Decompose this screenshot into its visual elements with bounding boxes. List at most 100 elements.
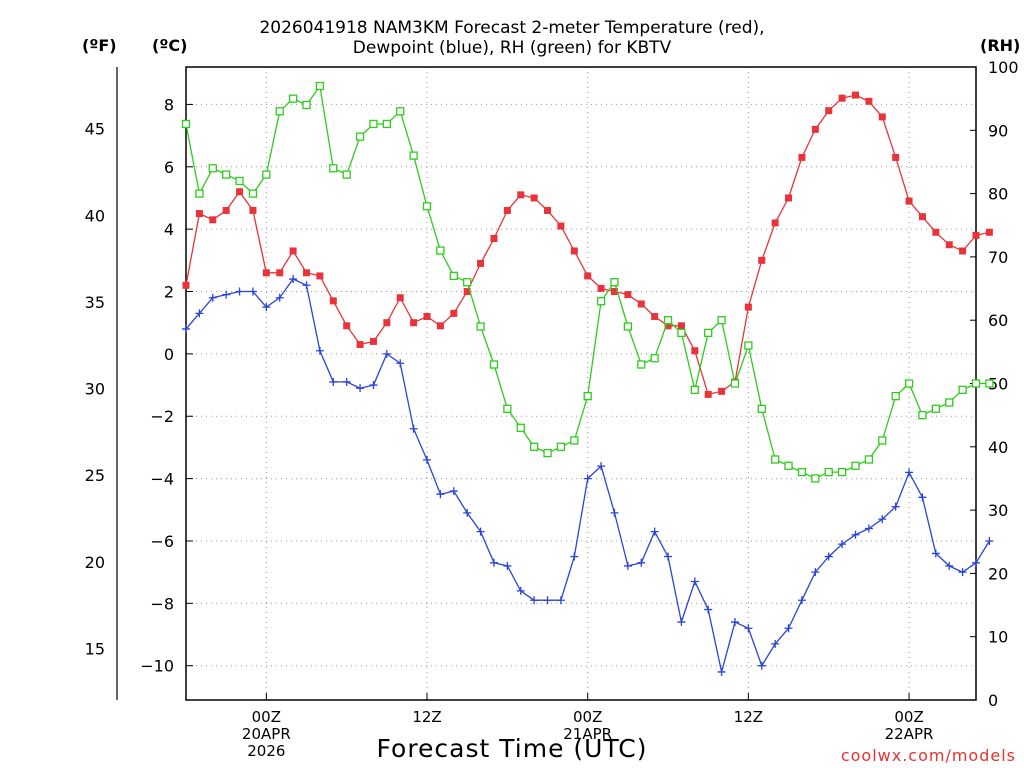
celsius-tick-label: −2 bbox=[150, 407, 174, 426]
rh-point bbox=[864, 455, 874, 464]
dewpoint-point bbox=[730, 618, 739, 627]
dewpoint-point bbox=[543, 596, 552, 605]
dewpoint-point bbox=[489, 558, 498, 567]
rh-point bbox=[690, 385, 699, 394]
fahrenheit-tick-label: 35 bbox=[85, 293, 105, 312]
temperature-point bbox=[945, 241, 953, 249]
dewpoint-point bbox=[610, 508, 619, 517]
temperature-point bbox=[584, 272, 592, 280]
temperature-point bbox=[932, 228, 940, 236]
rh-point bbox=[302, 100, 311, 110]
rh-point bbox=[971, 379, 981, 388]
celsius-tick-label: 8 bbox=[164, 95, 174, 114]
dewpoint-point bbox=[329, 377, 338, 386]
x-axis-title: Forecast Time (UTC) bbox=[376, 734, 648, 763]
dewpoint-point bbox=[784, 624, 793, 633]
dewpoint-point bbox=[530, 596, 539, 605]
temperature-point bbox=[303, 269, 311, 277]
temperature-point bbox=[450, 309, 458, 317]
fahrenheit-tick-label: 45 bbox=[85, 120, 105, 139]
rh-tick-label: 30 bbox=[988, 501, 1008, 520]
dewpoint-point bbox=[436, 490, 445, 499]
dewpoint-point bbox=[342, 377, 351, 386]
temperature-point bbox=[878, 113, 886, 121]
rh-point bbox=[543, 448, 552, 458]
temperature-point bbox=[677, 322, 685, 330]
dewpoint-point bbox=[690, 577, 699, 586]
rh-point bbox=[396, 107, 405, 116]
temperature-point bbox=[369, 337, 377, 345]
celsius-tick-label: −10 bbox=[140, 657, 174, 676]
x-tick-label: 2026 bbox=[247, 742, 285, 760]
temperature-point bbox=[329, 297, 337, 305]
rh-point bbox=[596, 297, 606, 306]
celsius-tick-label: 2 bbox=[164, 283, 174, 302]
dewpoint-point bbox=[664, 552, 673, 561]
temperature-point bbox=[985, 228, 993, 236]
dewpoint-point bbox=[222, 290, 231, 299]
rh-point bbox=[382, 119, 391, 129]
temperature-point bbox=[758, 256, 766, 264]
temperature-point bbox=[517, 191, 525, 199]
dewpoint-point bbox=[315, 346, 324, 355]
rh-point bbox=[958, 385, 967, 394]
x-tick-label: 12Z bbox=[734, 708, 763, 726]
dewpoint-point bbox=[972, 558, 980, 567]
x-tick-label: 00Z bbox=[894, 708, 923, 726]
rh-point bbox=[824, 467, 833, 477]
rh-point bbox=[355, 132, 365, 141]
rh-tick-label: 40 bbox=[988, 438, 1008, 457]
temperature-point bbox=[610, 288, 618, 296]
chart-title-line-1: 2026041918 NAM3KM Forecast 2-meter Tempe… bbox=[259, 18, 765, 38]
rh-point bbox=[262, 170, 271, 179]
rh-tick-label: 80 bbox=[988, 185, 1008, 204]
dewpoint-point bbox=[369, 381, 378, 390]
celsius-tick-label: −8 bbox=[150, 594, 174, 613]
dewpoint-point bbox=[195, 309, 204, 318]
temperature-point bbox=[249, 206, 257, 214]
x-tick-label: 21APR bbox=[563, 725, 612, 743]
dewpoint-point bbox=[503, 561, 512, 570]
temperature-point bbox=[222, 206, 230, 214]
temperature-point bbox=[436, 322, 444, 330]
celsius-tick-label: 4 bbox=[164, 220, 174, 239]
rh-point bbox=[784, 461, 793, 470]
rh-point bbox=[208, 164, 217, 173]
temperature-point bbox=[490, 235, 498, 243]
dewpoint-point bbox=[275, 293, 284, 302]
rh-point bbox=[623, 322, 633, 331]
rh-point bbox=[195, 189, 204, 198]
dewpoint-point bbox=[208, 293, 217, 302]
dewpoint-point bbox=[985, 536, 994, 545]
rh-point bbox=[637, 360, 646, 369]
fahrenheit-axis-label: (ºF) bbox=[82, 36, 117, 55]
fahrenheit-tick-label: 30 bbox=[85, 380, 105, 399]
credit-text: coolwx.com/models bbox=[840, 746, 1016, 765]
temperature-point bbox=[383, 319, 391, 327]
rh-point bbox=[837, 467, 847, 477]
rh-point bbox=[677, 328, 686, 338]
dewpoint-point bbox=[878, 515, 887, 524]
dewpoint-point bbox=[463, 508, 472, 517]
temperature-point bbox=[570, 247, 578, 255]
rh-point bbox=[570, 436, 579, 445]
rh-point bbox=[275, 107, 284, 116]
rh-tick-label: 60 bbox=[988, 311, 1008, 330]
rh-point bbox=[730, 379, 740, 388]
dewpoint-point bbox=[851, 530, 860, 539]
temperature-point bbox=[624, 291, 632, 299]
temperature-point bbox=[356, 341, 364, 349]
temperature-point bbox=[664, 322, 672, 330]
dewpoint-point bbox=[704, 605, 713, 614]
temperature-point bbox=[905, 197, 913, 205]
rh-point bbox=[248, 189, 258, 198]
dewpoint-point bbox=[811, 568, 820, 577]
dewpoint-point bbox=[824, 552, 833, 561]
dewpoint-point bbox=[476, 527, 485, 536]
temperature-point bbox=[798, 153, 806, 161]
dewpoint-point bbox=[918, 493, 927, 502]
temperature-point bbox=[262, 269, 270, 277]
rh-point bbox=[811, 474, 820, 483]
rh-tick-label: 100 bbox=[988, 58, 1019, 77]
temperature-point bbox=[477, 259, 485, 267]
